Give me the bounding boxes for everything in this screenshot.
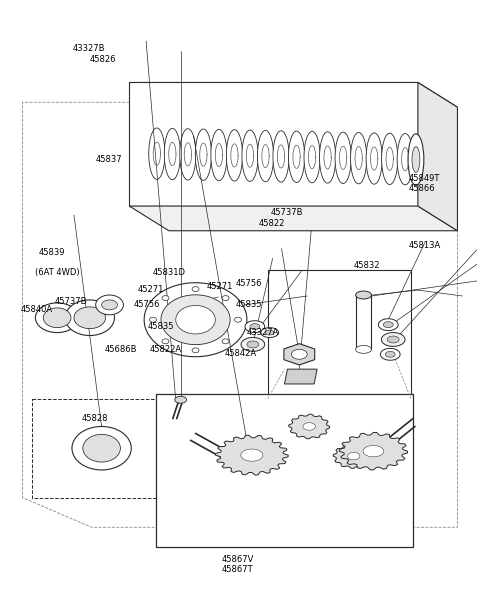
Polygon shape — [385, 351, 395, 358]
Polygon shape — [384, 322, 393, 327]
Polygon shape — [176, 306, 216, 334]
Text: (6AT 4WD): (6AT 4WD) — [35, 268, 80, 277]
Bar — [156, 394, 413, 547]
Polygon shape — [333, 444, 374, 469]
Text: 45813A: 45813A — [408, 241, 441, 251]
Text: 45756: 45756 — [235, 280, 262, 288]
Ellipse shape — [222, 339, 229, 344]
Text: 45832: 45832 — [354, 261, 380, 270]
Polygon shape — [363, 446, 384, 457]
Polygon shape — [304, 131, 320, 183]
Ellipse shape — [412, 147, 420, 173]
Polygon shape — [247, 341, 259, 348]
Ellipse shape — [74, 307, 106, 329]
Text: 45842A: 45842A — [225, 349, 257, 358]
Ellipse shape — [43, 308, 71, 327]
Text: 43327B: 43327B — [73, 44, 106, 53]
Text: 45686B: 45686B — [105, 345, 137, 355]
Polygon shape — [241, 449, 263, 461]
Bar — [268, 270, 411, 399]
Polygon shape — [161, 295, 230, 345]
Polygon shape — [397, 134, 413, 185]
Polygon shape — [242, 130, 258, 181]
Text: 45837: 45837 — [96, 155, 122, 164]
Ellipse shape — [175, 397, 187, 403]
Polygon shape — [288, 131, 305, 183]
Polygon shape — [227, 129, 242, 181]
Text: 45737B: 45737B — [271, 208, 303, 217]
Polygon shape — [195, 129, 212, 180]
Bar — [33, 399, 176, 498]
Text: 45828: 45828 — [82, 414, 108, 423]
Polygon shape — [387, 336, 399, 343]
Text: 45822A: 45822A — [150, 345, 182, 354]
Polygon shape — [289, 414, 330, 439]
Ellipse shape — [291, 349, 307, 359]
Text: 45826: 45826 — [90, 55, 116, 64]
Polygon shape — [366, 133, 382, 184]
Polygon shape — [339, 433, 408, 470]
Polygon shape — [250, 324, 260, 330]
Polygon shape — [378, 319, 398, 330]
Polygon shape — [245, 321, 264, 333]
Ellipse shape — [192, 287, 199, 291]
Ellipse shape — [65, 300, 114, 336]
Polygon shape — [129, 83, 418, 206]
Polygon shape — [257, 131, 274, 182]
Polygon shape — [350, 132, 367, 184]
Polygon shape — [348, 452, 360, 460]
Ellipse shape — [356, 291, 372, 299]
Polygon shape — [418, 83, 457, 230]
Polygon shape — [303, 423, 315, 430]
Polygon shape — [129, 206, 457, 230]
Ellipse shape — [96, 295, 123, 315]
Text: 45756: 45756 — [133, 300, 160, 309]
Text: 45831D: 45831D — [152, 268, 185, 277]
Polygon shape — [241, 337, 264, 351]
Text: 45271: 45271 — [207, 282, 233, 291]
Text: 45271: 45271 — [138, 285, 164, 294]
Polygon shape — [382, 133, 398, 184]
Polygon shape — [211, 129, 227, 181]
Polygon shape — [180, 129, 196, 180]
Ellipse shape — [356, 345, 372, 353]
Ellipse shape — [192, 348, 199, 353]
Polygon shape — [265, 330, 274, 335]
Text: 43327A: 43327A — [247, 328, 279, 337]
Ellipse shape — [235, 317, 241, 322]
Ellipse shape — [162, 296, 169, 301]
Ellipse shape — [102, 300, 118, 310]
Polygon shape — [380, 348, 400, 361]
Ellipse shape — [150, 317, 156, 322]
Polygon shape — [284, 343, 315, 365]
Text: 45835: 45835 — [147, 322, 174, 331]
Ellipse shape — [36, 303, 79, 333]
Ellipse shape — [72, 427, 131, 470]
Polygon shape — [164, 128, 180, 180]
Text: 45839: 45839 — [38, 248, 65, 256]
Polygon shape — [129, 83, 457, 107]
Text: 45867V
45867T: 45867V 45867T — [221, 554, 254, 574]
Polygon shape — [216, 435, 288, 475]
Polygon shape — [320, 132, 336, 183]
Polygon shape — [261, 327, 278, 337]
Ellipse shape — [222, 296, 229, 301]
Polygon shape — [149, 128, 165, 179]
Text: 45822: 45822 — [259, 219, 285, 228]
Text: 45840A: 45840A — [21, 305, 53, 314]
Polygon shape — [382, 333, 405, 346]
Ellipse shape — [162, 339, 169, 344]
Ellipse shape — [408, 134, 424, 185]
Polygon shape — [285, 369, 317, 384]
Polygon shape — [144, 282, 247, 357]
Text: 45835: 45835 — [235, 300, 262, 309]
Polygon shape — [273, 131, 289, 182]
Text: 45737B: 45737B — [55, 297, 87, 306]
Polygon shape — [335, 132, 351, 183]
Ellipse shape — [83, 434, 120, 462]
Text: 45849T
45866: 45849T 45866 — [408, 174, 440, 193]
